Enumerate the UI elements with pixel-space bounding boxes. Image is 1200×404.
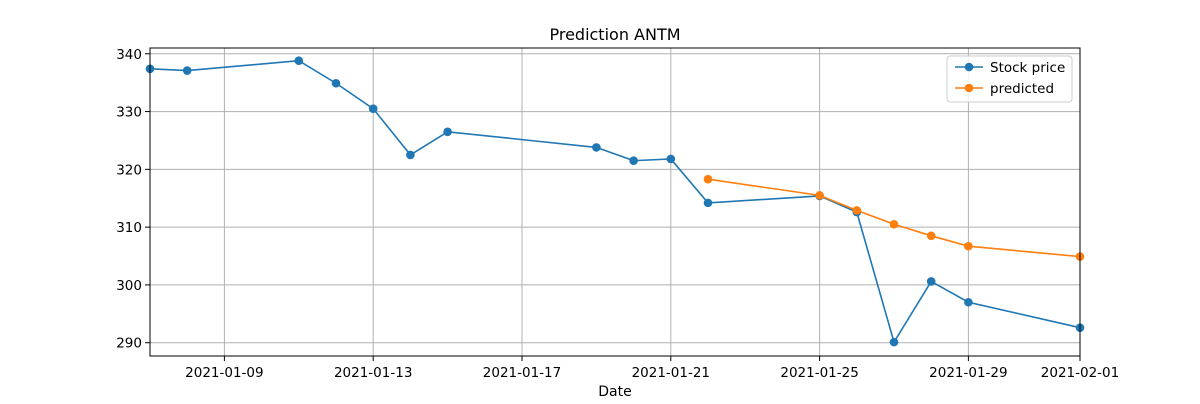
- x-axis-label: Date: [598, 384, 631, 400]
- data-point: [703, 174, 713, 184]
- plot-frame: [149, 47, 1081, 357]
- data-point: [406, 150, 415, 160]
- y-tick-label: 300: [116, 278, 142, 294]
- data-point: [443, 127, 452, 137]
- x-tick-label: 2021-01-21: [632, 365, 710, 381]
- y-tick-label: 330: [116, 105, 142, 121]
- grid: [150, 48, 1081, 356]
- legend-marker: [964, 62, 974, 72]
- data-point: [592, 143, 601, 152]
- data-point: [666, 154, 676, 164]
- legend-label: Stock price: [990, 60, 1065, 76]
- x-tick-label: 2021-01-29: [929, 365, 1007, 381]
- series-1: [703, 174, 1085, 261]
- series-line: [707, 178, 1081, 258]
- data-point: [964, 297, 973, 307]
- x-tick-label: 2021-01-17: [483, 365, 561, 381]
- data-point: [889, 219, 899, 229]
- data-point: [964, 241, 973, 251]
- data-point: [815, 191, 824, 200]
- y-tick-label: 290: [116, 336, 142, 352]
- data-point: [368, 104, 378, 113]
- x-tick-label: 2021-01-25: [780, 365, 858, 381]
- y-tick-label: 310: [116, 220, 142, 236]
- y-tick-label: 320: [116, 162, 142, 178]
- legend-label: predicted: [990, 81, 1054, 97]
- data-point: [889, 337, 899, 347]
- axis-ticks: 2021-01-09 2021-01-13 2021-01-17 2021-01-21…: [116, 47, 1119, 381]
- data-point: [331, 78, 341, 88]
- legend: Stock price predicted: [946, 55, 1073, 103]
- data-point: [926, 277, 936, 286]
- data-point: [703, 198, 713, 208]
- data-point: [629, 156, 638, 165]
- data-point: [926, 231, 936, 241]
- chart-title: Prediction ANTM: [549, 25, 680, 44]
- series-0: [145, 56, 1085, 347]
- legend-marker: [964, 83, 974, 93]
- x-tick-label: 2021-02-01: [1041, 365, 1119, 381]
- series-line: [149, 59, 1081, 345]
- x-tick-label: 2021-01-09: [185, 365, 263, 381]
- series-group: [145, 56, 1085, 347]
- data-point: [294, 56, 304, 66]
- x-tick-label: 2021-01-13: [334, 365, 412, 381]
- y-tick-label: 340: [116, 47, 142, 63]
- data-point: [182, 66, 192, 75]
- data-point: [852, 206, 862, 215]
